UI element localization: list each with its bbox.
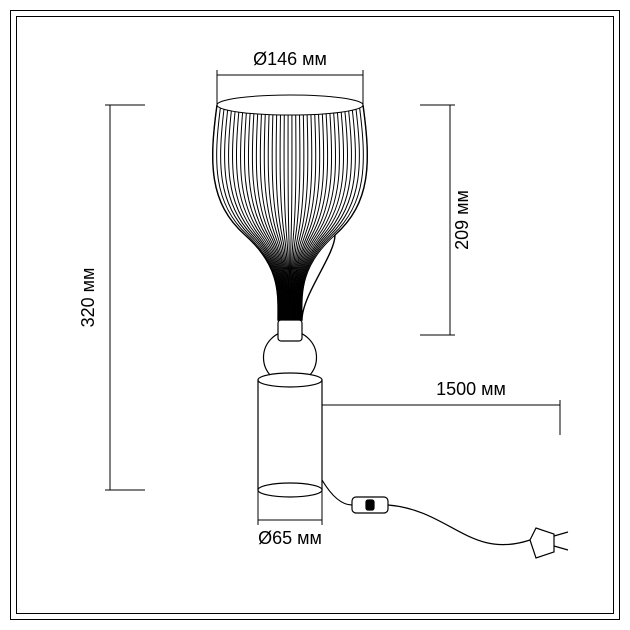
dimension-diagram: Ø146 мм Ø65 мм 320 мм 209 мм 1500 мм	[0, 0, 630, 630]
label-top-diameter: Ø146 мм	[253, 49, 327, 69]
lamp-base	[258, 373, 322, 497]
label-total-height: 320 мм	[78, 268, 98, 328]
lamp-shade-ribs	[213, 105, 368, 320]
label-base-diameter: Ø65 мм	[258, 528, 322, 548]
dimension-lines	[105, 70, 560, 525]
label-shade-height: 209 мм	[452, 190, 472, 250]
label-cord-length: 1500 мм	[436, 379, 506, 399]
power-cord	[322, 480, 568, 558]
shade-top-ellipse	[217, 95, 363, 115]
